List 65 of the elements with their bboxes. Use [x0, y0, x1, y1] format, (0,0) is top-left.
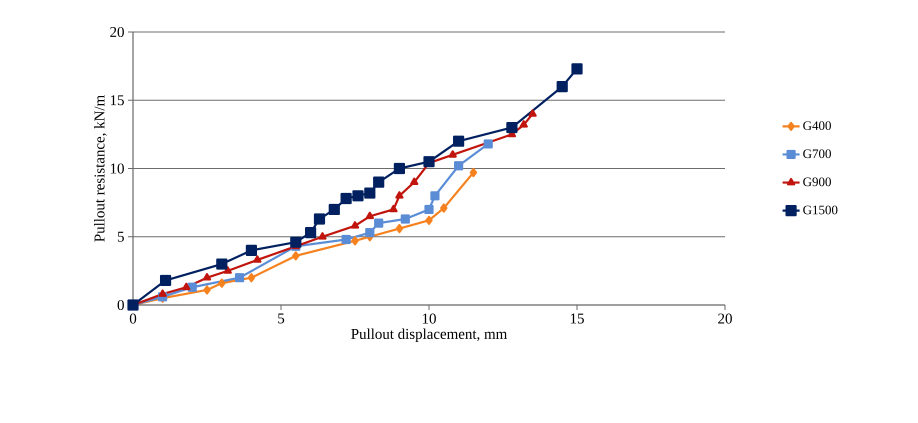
x-tick-label: 5 — [278, 314, 284, 324]
point — [556, 81, 568, 92]
y-tick-label: 20 — [110, 26, 124, 38]
point — [292, 251, 300, 260]
point — [484, 139, 493, 149]
point — [528, 109, 537, 117]
point — [351, 236, 359, 246]
point — [506, 122, 518, 134]
point — [453, 136, 464, 147]
point — [234, 273, 244, 282]
point — [396, 224, 404, 234]
point — [305, 227, 316, 238]
point — [448, 150, 457, 158]
point — [394, 162, 406, 174]
point — [425, 216, 433, 225]
point — [430, 191, 440, 200]
y-tick-label: 10 — [110, 163, 124, 174]
point — [373, 176, 384, 188]
point — [253, 255, 262, 263]
point — [290, 236, 302, 248]
x-axis-title: Pullout displacement, mm — [351, 328, 508, 342]
point — [454, 161, 464, 170]
point — [424, 204, 434, 214]
point — [216, 258, 228, 270]
point — [203, 285, 211, 295]
point — [188, 282, 197, 292]
legend-label: G400 — [803, 121, 831, 130]
x-tick-label: 15 — [570, 314, 584, 324]
legend-label: G900 — [803, 177, 831, 186]
point — [158, 289, 167, 297]
point — [366, 212, 374, 220]
point — [314, 213, 326, 225]
x-tick-label: 0 — [130, 314, 136, 324]
point — [246, 244, 257, 256]
point — [342, 234, 351, 244]
x-tick-label: 20 — [718, 314, 732, 324]
point — [389, 204, 398, 212]
point — [202, 273, 212, 281]
point — [520, 120, 528, 128]
point — [350, 221, 360, 229]
point — [352, 190, 364, 202]
point — [395, 191, 404, 199]
point — [340, 192, 352, 204]
x-tick-label: 10 — [422, 314, 436, 324]
point — [400, 214, 410, 224]
point — [218, 278, 226, 288]
y-tick-label: 5 — [118, 232, 124, 242]
point — [224, 266, 232, 274]
point — [365, 228, 374, 238]
y-axis-title: Pullout resistance, kN/m — [94, 95, 107, 242]
point — [470, 168, 478, 178]
y-tick-label: 15 — [110, 95, 124, 106]
point — [182, 282, 190, 290]
legend-label: G700 — [803, 149, 831, 158]
point — [328, 204, 340, 216]
point — [571, 63, 583, 74]
y-tick-label: 0 — [118, 300, 124, 310]
legend-label: G1500 — [803, 206, 838, 214]
point — [364, 187, 376, 199]
point — [410, 178, 418, 185]
point — [440, 203, 448, 213]
point — [318, 232, 327, 240]
point — [248, 273, 256, 282]
point — [374, 218, 384, 228]
point — [160, 274, 172, 286]
